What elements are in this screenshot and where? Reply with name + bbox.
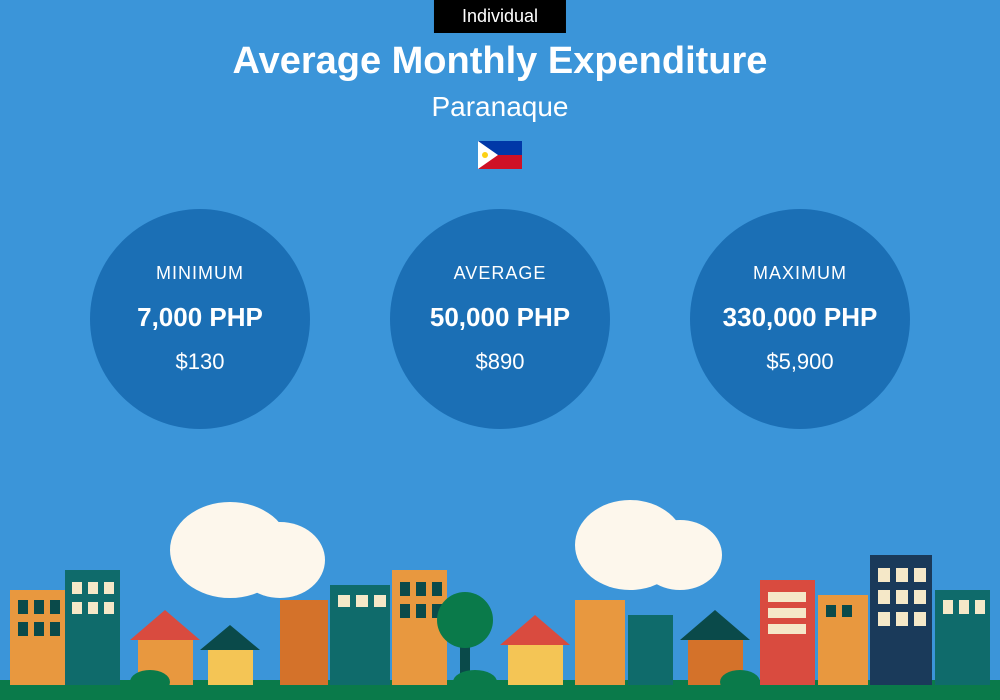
location-subtitle: Paranaque	[0, 91, 1000, 123]
stat-average: AVERAGE 50,000 PHP $890	[390, 209, 610, 429]
stat-value-usd: $5,900	[766, 349, 833, 375]
stat-label: AVERAGE	[454, 263, 547, 284]
stat-label: MINIMUM	[156, 263, 244, 284]
page-title: Average Monthly Expenditure	[0, 40, 1000, 83]
category-badge: Individual	[434, 0, 566, 33]
stat-label: MAXIMUM	[753, 263, 847, 284]
stat-value-usd: $130	[176, 349, 225, 375]
stat-minimum: MINIMUM 7,000 PHP $130	[90, 209, 310, 429]
stat-value-usd: $890	[476, 349, 525, 375]
stat-maximum: MAXIMUM 330,000 PHP $5,900	[690, 209, 910, 429]
stat-value-php: 330,000 PHP	[723, 302, 878, 333]
stats-row: MINIMUM 7,000 PHP $130 AVERAGE 50,000 PH…	[0, 209, 1000, 429]
cityscape-illustration	[0, 500, 1000, 700]
stat-value-php: 50,000 PHP	[430, 302, 570, 333]
flag-icon	[478, 141, 522, 169]
stat-value-php: 7,000 PHP	[137, 302, 263, 333]
